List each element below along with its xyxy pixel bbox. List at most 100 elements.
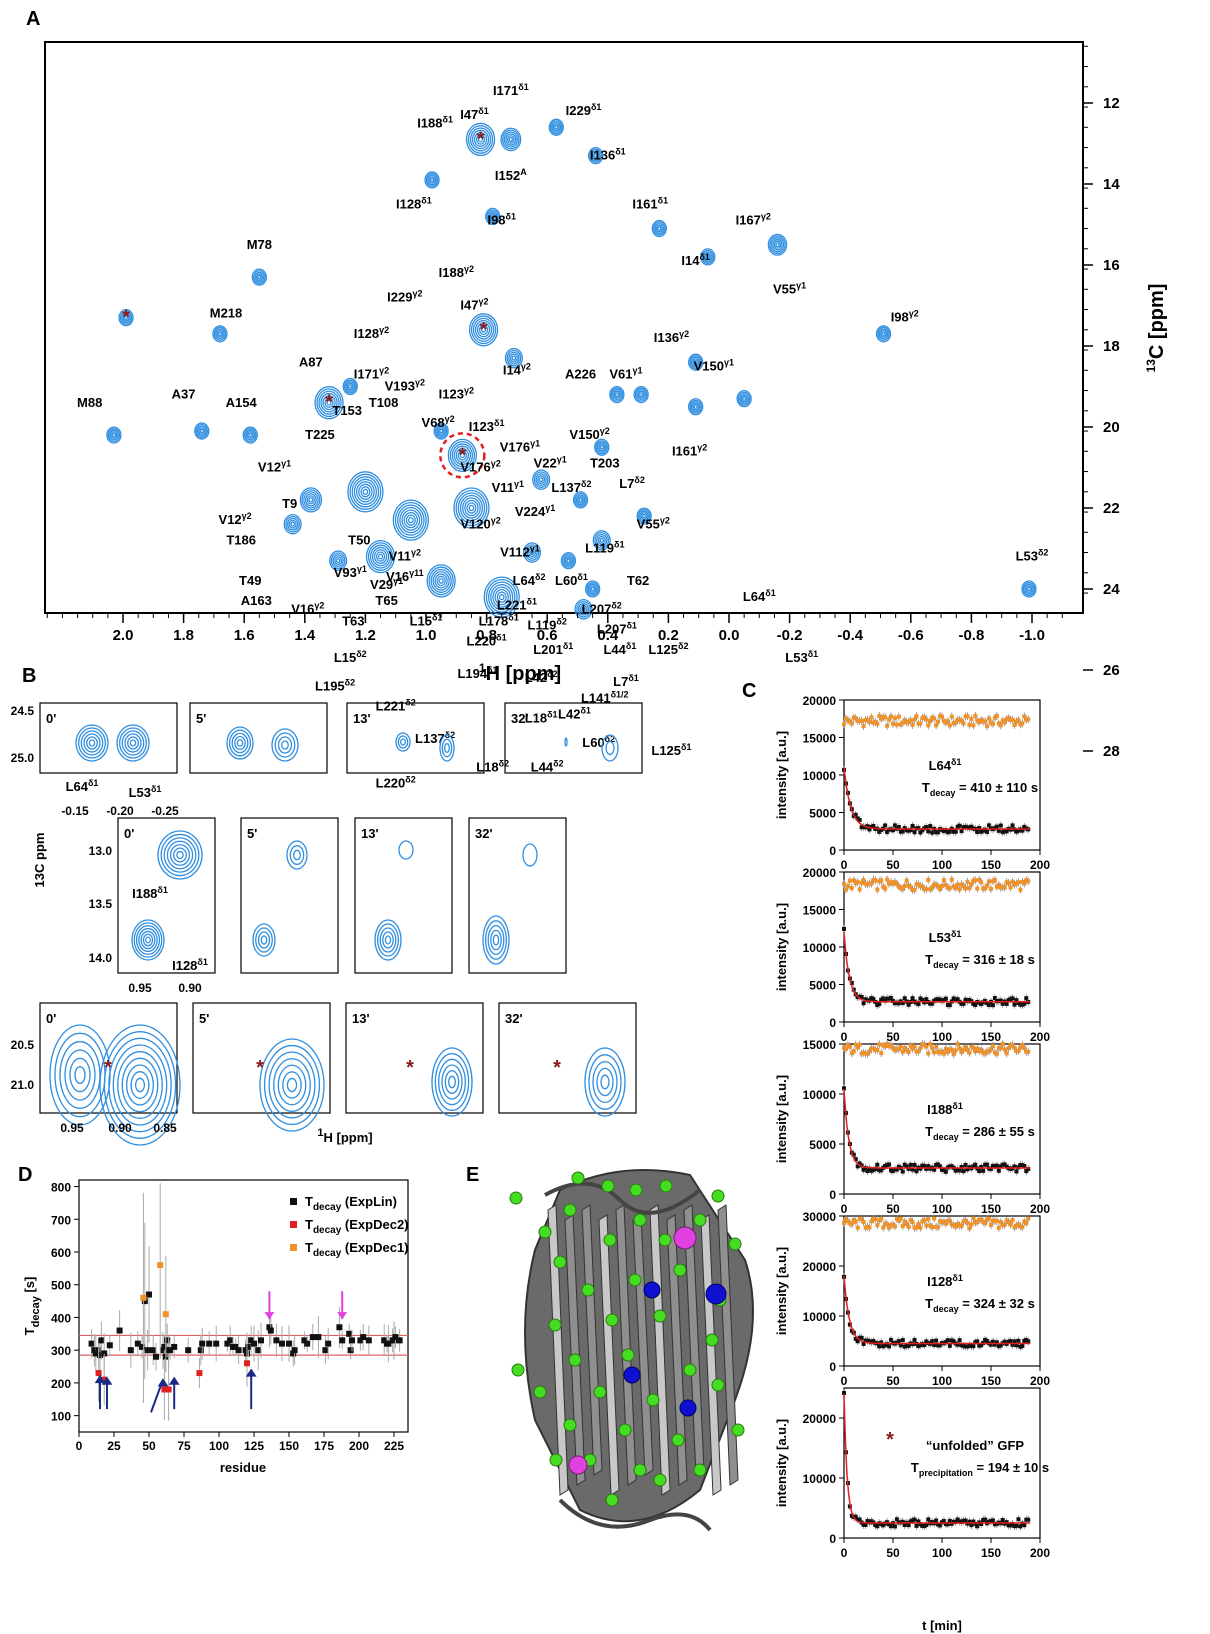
data-point-orange	[924, 717, 929, 722]
data-point-black	[1014, 1343, 1019, 1348]
data-point-black	[938, 1164, 943, 1169]
panel-d-scatter: 100 200 300 400 500 600 700 800 0 25 50 75 100 125 150…	[51, 1179, 409, 1453]
contour-ring	[314, 386, 344, 420]
data-point-black	[891, 828, 895, 833]
x-tick-label: 0	[841, 1374, 848, 1388]
contour-ring	[740, 394, 748, 403]
data-point-expdec2	[95, 1370, 102, 1377]
decay-plot: 0 5000 10000 15000 20000 0 50 100 150 200 Tdecay =…	[774, 694, 1050, 872]
data-point-black	[994, 1340, 999, 1345]
data-point-orange	[983, 1221, 988, 1226]
data-point-black	[865, 824, 870, 829]
contour-ring	[581, 606, 586, 612]
peak-label: I136γ2	[654, 329, 689, 345]
time-label: 32'	[505, 1011, 523, 1026]
contour-ring	[688, 398, 704, 416]
data-point-orange	[965, 1220, 970, 1225]
contour-ring	[637, 390, 645, 399]
peak-label: L137δ2	[415, 730, 455, 746]
legend-marker	[290, 1244, 297, 1251]
data-point-black	[924, 997, 929, 1002]
data-point-orange	[1010, 1218, 1015, 1223]
contour-ring	[588, 146, 604, 165]
peak-label: I152A	[495, 167, 527, 183]
contour-ring	[290, 521, 296, 527]
panel-d-xlabel: residue	[220, 1460, 266, 1475]
spectrum-box	[498, 1002, 637, 1114]
data-point-expdec1	[140, 1294, 147, 1301]
data-point-orange	[1010, 717, 1015, 722]
data-point-black	[975, 1524, 980, 1529]
contour-ring	[772, 238, 783, 251]
contour-ring	[633, 385, 649, 404]
data-point-orange	[961, 1047, 966, 1052]
data-point-orange	[987, 716, 992, 721]
x-tick-label: 0.2	[658, 627, 679, 644]
data-point-black	[887, 1344, 892, 1349]
data-point-orange	[1008, 1222, 1013, 1227]
contour-ring	[371, 546, 390, 567]
data-point-black	[1014, 1523, 1019, 1528]
data-point-orange	[855, 1225, 860, 1230]
legend-entry: Tdecay (ExpLin)	[305, 1194, 397, 1213]
data-point-black	[971, 1519, 976, 1524]
data-point-orange	[885, 723, 890, 728]
data-point-orange	[953, 720, 958, 725]
y-tick-label: 10000	[803, 1472, 837, 1486]
contour-ring	[441, 1064, 463, 1100]
data-point-orange	[879, 1051, 884, 1056]
data-point-black	[892, 823, 897, 828]
contour-ring	[447, 438, 478, 473]
x-tick-label: 100	[932, 1030, 952, 1044]
contour-ring	[353, 478, 377, 505]
x-tick-label: 200	[1030, 1030, 1050, 1044]
contour-ring	[453, 487, 490, 529]
green-residue-sphere	[603, 1233, 617, 1247]
contour-ring	[465, 122, 496, 157]
contour-ring	[459, 452, 466, 459]
data-point-black	[861, 1167, 866, 1172]
peak-name-label: “unfolded” GFP	[926, 1438, 1025, 1453]
data-point-black	[998, 823, 1003, 828]
data-point-orange	[900, 720, 905, 725]
peak-contour	[688, 398, 704, 416]
data-point-black	[979, 1164, 984, 1169]
contour-ring	[592, 151, 600, 160]
data-point-orange	[998, 1220, 1003, 1225]
data-point-black	[983, 1517, 988, 1522]
green-residue-sphere	[731, 1423, 745, 1437]
data-point-orange	[857, 1042, 862, 1047]
data-point-black	[910, 1167, 915, 1172]
contour-ring	[653, 221, 666, 236]
data-point-black	[1012, 1164, 1017, 1169]
contour-ring	[881, 331, 886, 337]
data-point-black	[990, 1003, 995, 1008]
contour-ring	[163, 837, 197, 873]
data-point-orange	[861, 724, 866, 729]
b-contour	[431, 1047, 473, 1117]
peak-label: A37	[172, 387, 196, 402]
data-point-orange	[987, 1049, 992, 1054]
data-point-orange	[912, 887, 917, 892]
data-point-black	[853, 812, 858, 817]
panel-letter-c: C	[742, 680, 757, 702]
data-point-orange	[875, 1047, 880, 1052]
peak-label: V11γ1	[492, 479, 524, 495]
panel-b-ylabel: 13C ppm	[32, 833, 47, 888]
data-point-orange	[1008, 885, 1013, 890]
contour-ring	[259, 1038, 325, 1132]
time-label: 0'	[124, 826, 134, 841]
data-point-black	[996, 1168, 1001, 1173]
x-tick-label: 0.4	[597, 627, 619, 644]
x-tick-label: -0.2	[777, 627, 803, 644]
peak-label: I47δ1	[460, 106, 489, 122]
data-point-black	[981, 1168, 986, 1173]
contour-ring	[282, 1071, 302, 1099]
data-point-black	[867, 1166, 872, 1171]
data-point-orange	[955, 882, 960, 887]
contour-ring	[693, 359, 698, 365]
data-point-explin	[396, 1337, 403, 1344]
contour-ring	[107, 428, 121, 443]
data-point-black	[908, 828, 913, 833]
beta-strand	[700, 1214, 722, 1496]
